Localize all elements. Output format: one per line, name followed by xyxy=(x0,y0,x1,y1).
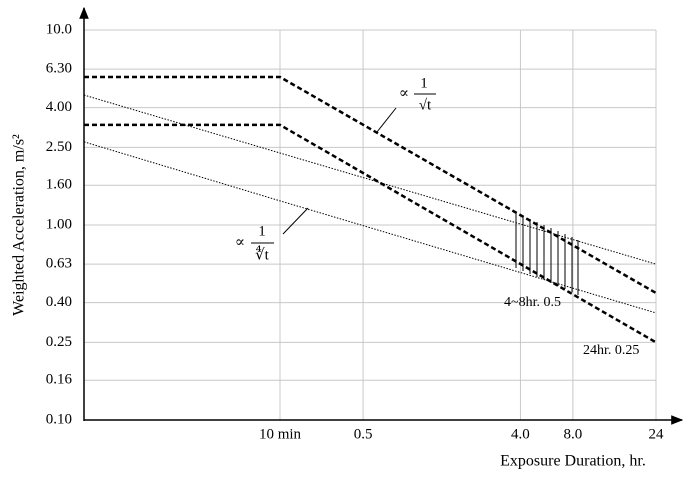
y-tick-label: 1.00 xyxy=(46,216,72,232)
x-tick-label: 10 min xyxy=(259,426,302,442)
y-tick-label: 6.30 xyxy=(46,61,72,77)
x-tick-label: 4.0 xyxy=(511,426,530,442)
y-tick-label: 0.25 xyxy=(46,334,72,350)
annotation-symbol: ∝ xyxy=(235,234,245,250)
annotation: 24hr. 0.25 xyxy=(583,343,639,358)
annotation-num: 1 xyxy=(258,223,266,239)
hatch xyxy=(515,213,579,295)
annotation-num: 1 xyxy=(420,75,428,91)
leader xyxy=(282,207,309,235)
annotation-den: √t xyxy=(419,97,432,113)
x-axis-label: Exposure Duration, hr. xyxy=(500,453,646,470)
annotation: 4~8hr. 0.5 xyxy=(504,295,561,310)
x-tick-label: 0.5 xyxy=(354,426,373,442)
y-tick-label: 0.40 xyxy=(46,294,72,310)
annotation-den: ∜t xyxy=(255,244,270,263)
y-tick-label: 0.10 xyxy=(46,411,72,427)
y-tick-label: 10.0 xyxy=(46,21,72,37)
series-line xyxy=(84,75,657,295)
x-tick-label: 24 xyxy=(649,426,665,442)
annotation-symbol: ∝ xyxy=(399,85,409,101)
y-tick-label: 2.50 xyxy=(46,139,72,155)
leader xyxy=(376,107,397,133)
series-line xyxy=(83,94,657,265)
series-line xyxy=(84,123,657,344)
y-axis-label: Weighted Acceleration, m/s² xyxy=(11,134,28,316)
grid xyxy=(84,29,657,421)
lines xyxy=(83,75,657,344)
x-tick-label: 8.0 xyxy=(564,426,583,442)
y-tick-label: 4.00 xyxy=(46,99,72,115)
y-tick-label: 0.16 xyxy=(46,372,73,388)
y-tick-label: 0.63 xyxy=(46,256,72,272)
y-tick-label: 1.60 xyxy=(46,177,72,193)
series-line xyxy=(83,141,657,314)
